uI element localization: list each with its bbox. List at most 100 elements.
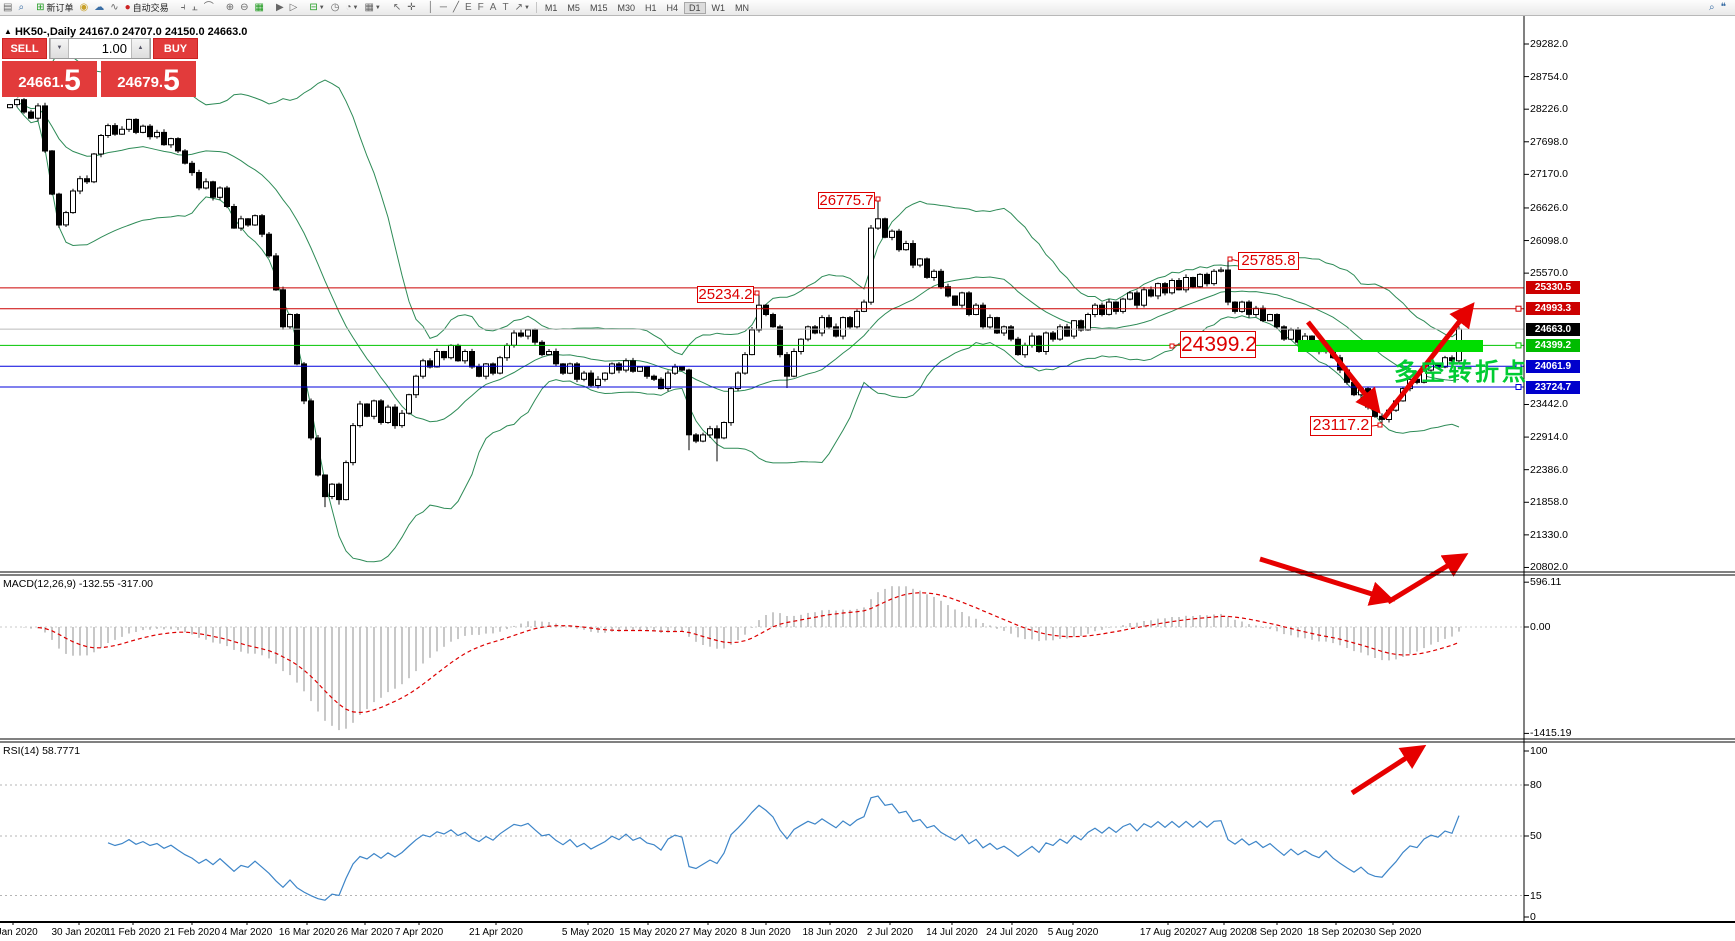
candle — [728, 388, 734, 424]
timeframe-w1[interactable]: W1 — [711, 2, 726, 13]
date-axis-label: 30 Jan 2020 — [51, 927, 107, 938]
price-annotation[interactable]: 24399.2 — [1180, 331, 1257, 358]
sell-button[interactable]: SELL — [2, 38, 47, 59]
macd-histogram-bar — [254, 627, 256, 654]
bar-chart-icon[interactable]: ⫞ — [180, 1, 186, 13]
macd-histogram-bar — [611, 627, 613, 632]
macd-histogram-bar — [520, 623, 522, 627]
chart-window-icon[interactable]: ▤ — [3, 1, 13, 13]
signal-icon[interactable]: ∿ — [110, 1, 119, 13]
macd-histogram-bar — [499, 627, 501, 632]
candle — [777, 326, 783, 356]
macd-histogram-bar — [940, 600, 942, 627]
new-order-button[interactable]: ⊞ 新订单 — [36, 1, 74, 13]
macd-histogram-bar — [926, 594, 928, 627]
macd-histogram-bar — [1395, 627, 1397, 660]
chart-note-text[interactable]: 多空转折点 — [1394, 359, 1529, 386]
macd-histogram-bar — [646, 627, 648, 631]
profiles-icon[interactable]: ▦ ▼ — [364, 1, 381, 13]
timeframe-mn[interactable]: MN — [735, 2, 750, 13]
line-chart-icon[interactable]: ⌒ — [203, 1, 214, 13]
candle — [455, 344, 461, 362]
crosshair-tool[interactable]: ✛ — [407, 1, 416, 13]
zoom-in-icon[interactable]: ⊕ — [225, 1, 235, 13]
text-label-tool[interactable]: T — [502, 1, 509, 13]
vline-tool[interactable]: │ — [427, 1, 434, 13]
sound-icon[interactable]: ◉ — [79, 1, 89, 13]
candle — [1218, 269, 1224, 272]
macd-histogram-bar — [1297, 627, 1299, 638]
candle — [931, 270, 937, 278]
macd-histogram-bar — [1374, 627, 1376, 658]
autotrading-button[interactable]: ● 自动交易 — [124, 1, 169, 13]
volume-decrease-button[interactable]: ▼ — [50, 39, 69, 58]
chat-icon[interactable]: ❝ — [1720, 1, 1726, 13]
search-icon[interactable]: ⌕ — [18, 1, 25, 13]
indicators-icon[interactable]: ◔ ▼ — [345, 1, 359, 13]
macd-histogram-bar — [1423, 627, 1425, 649]
macd-histogram-bar — [849, 609, 851, 627]
macd-histogram-bar — [1206, 615, 1208, 627]
auto-scroll-icon[interactable]: ▶ — [275, 1, 284, 13]
zoom-out-icon[interactable]: ⊖ — [240, 1, 249, 13]
price-annotation[interactable]: 25785.8 — [1238, 252, 1299, 270]
candle — [945, 286, 951, 297]
volume-input[interactable] — [69, 39, 131, 58]
search-icon[interactable]: ⌕ — [1709, 1, 1715, 13]
arrows-tool[interactable]: ↗ ▼ — [514, 1, 530, 13]
buy-button[interactable]: BUY — [153, 38, 198, 59]
timeframe-h4[interactable]: H4 — [666, 2, 678, 13]
timeframe-h1[interactable]: H1 — [644, 2, 657, 13]
price-axis-label: 28226.0 — [1530, 103, 1568, 116]
macd-histogram-bar — [933, 596, 935, 627]
price-tag: 24993.3 — [1526, 302, 1580, 316]
candle — [266, 233, 272, 257]
timeframe-m30[interactable]: M30 — [617, 2, 635, 13]
tile-windows-icon[interactable]: ▦ — [254, 1, 264, 13]
macd-histogram-bar — [1248, 624, 1250, 627]
timeframe-m15[interactable]: M15 — [589, 2, 608, 13]
candle — [679, 366, 685, 371]
macd-histogram-bar — [303, 627, 305, 692]
equidistant-channel-tool[interactable]: E — [465, 1, 472, 13]
cloud-icon[interactable]: ☁ — [94, 1, 105, 13]
text-tool[interactable]: A — [489, 1, 497, 13]
macd-histogram-bar — [1185, 615, 1187, 627]
price-annotation[interactable]: 26775.7 — [818, 192, 875, 209]
volume-stepper: ▼ ▲ — [49, 38, 151, 59]
candle — [525, 329, 531, 337]
buy-price-big: 5 — [163, 64, 180, 97]
macd-histogram-bar — [226, 627, 228, 647]
candle — [868, 227, 874, 303]
candle — [889, 230, 895, 238]
date-axis-label: 24 Jul 2020 — [986, 927, 1038, 938]
refresh-icon[interactable]: ◷ — [330, 1, 340, 13]
buy-price[interactable]: 24679. 5 — [101, 61, 196, 97]
sell-price[interactable]: 24661. 5 — [2, 61, 97, 97]
hline-tool[interactable]: ─ — [439, 1, 447, 13]
timeframe-m5[interactable]: M5 — [567, 2, 580, 13]
candle-chart-icon[interactable]: ⫠ — [191, 1, 198, 13]
price-annotation[interactable]: 25234.2 — [697, 286, 754, 303]
candle — [98, 135, 104, 155]
trendline-tool[interactable]: ╱ — [452, 1, 459, 13]
candle — [987, 317, 993, 328]
timeframe-m1[interactable]: M1 — [544, 2, 558, 13]
candle — [1274, 314, 1280, 328]
collapse-arrow-icon[interactable]: ▲ — [4, 27, 12, 36]
candle — [1064, 326, 1070, 337]
price-axis-label: 26626.0 — [1530, 201, 1568, 214]
candle — [994, 317, 1000, 334]
fibonacci-tool[interactable]: F — [477, 1, 484, 13]
templates-icon[interactable]: ⊟ ▼ — [309, 1, 325, 13]
volume-increase-button[interactable]: ▲ — [131, 39, 150, 58]
chart-shift-icon[interactable]: ▷ — [289, 1, 298, 13]
candle — [875, 218, 881, 229]
candle — [896, 230, 902, 251]
timeframe-d1[interactable]: D1 — [684, 1, 706, 14]
cursor-tool[interactable]: ↖ — [392, 1, 402, 13]
macd-histogram-bar — [1059, 627, 1061, 639]
macd-histogram-bar — [317, 627, 319, 712]
price-annotation[interactable]: 23117.2 — [1310, 416, 1372, 436]
